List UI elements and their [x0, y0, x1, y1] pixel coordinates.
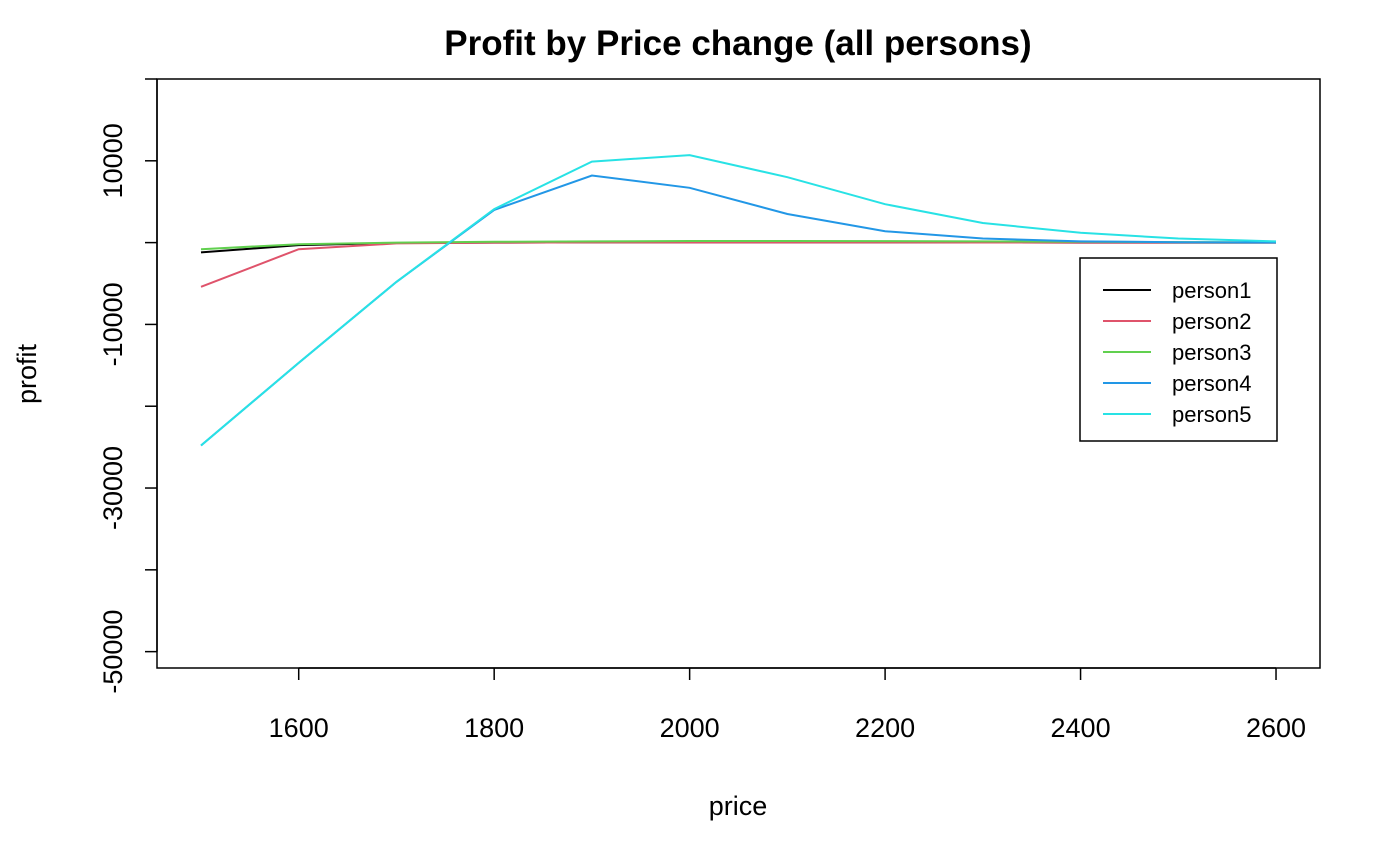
y-tick-label: -50000 — [98, 610, 128, 694]
x-tick-label: 2000 — [660, 713, 720, 743]
x-tick-label: 1600 — [269, 713, 329, 743]
chart-title: Profit by Price change (all persons) — [444, 24, 1031, 63]
x-tick-label: 2400 — [1051, 713, 1111, 743]
legend-label-person1: person1 — [1172, 278, 1252, 303]
y-tick-label: 10000 — [98, 123, 128, 198]
legend-label-person5: person5 — [1172, 402, 1252, 427]
y-axis-label: profit — [12, 343, 42, 404]
legend-box — [1079, 257, 1278, 442]
legend-label-person4: person4 — [1172, 371, 1252, 396]
x-tick-label: 2600 — [1246, 713, 1306, 743]
legend-label-person2: person2 — [1172, 309, 1252, 334]
legend: person1 person2 person3 person4 person5 — [1079, 257, 1278, 442]
x-axis: 1600 1800 2000 2200 2400 2600 — [269, 667, 1306, 743]
series-line-person5 — [200, 154, 1277, 447]
y-tick-label: -10000 — [98, 282, 128, 366]
y-tick-label: -30000 — [98, 446, 128, 530]
x-tick-label: 2200 — [855, 713, 915, 743]
x-axis-label: price — [709, 791, 768, 821]
y-axis: -50000 -30000 -10000 10000 — [98, 78, 158, 694]
legend-label-person3: person3 — [1172, 340, 1252, 365]
series-layer — [200, 154, 1277, 447]
x-tick-label: 1800 — [464, 713, 524, 743]
